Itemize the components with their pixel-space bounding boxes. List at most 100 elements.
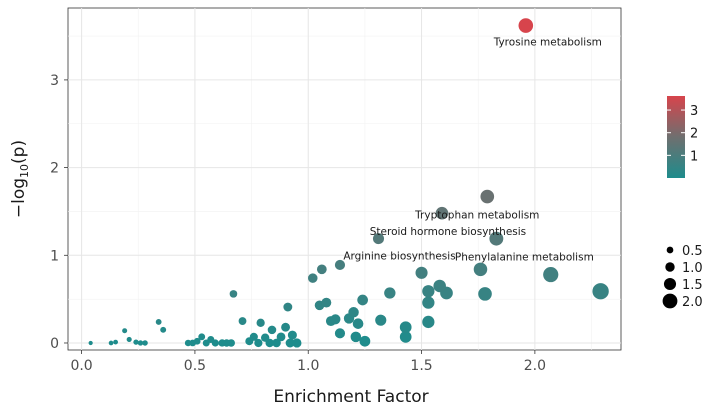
data-point: [283, 302, 293, 312]
size-legend-dot: [662, 293, 678, 309]
data-point: [142, 340, 148, 346]
plot-background: [67, 7, 622, 351]
data-point: [384, 287, 396, 299]
colorbar: [667, 96, 685, 178]
data-point: [272, 338, 281, 348]
data-point-labeled: [518, 18, 534, 33]
data-point: [330, 314, 341, 325]
data-point-labeled: [489, 231, 504, 246]
colorbar-tick-label: 1: [690, 149, 698, 164]
data-point: [88, 340, 93, 346]
colorbar-tick-label: 2: [690, 127, 698, 142]
data-point: [198, 333, 206, 341]
plot-panel: Tyrosine metabolism Tryptophan metabolism…: [67, 7, 622, 351]
point-label: Phenylalanine metabolism: [455, 252, 594, 264]
data-point: [433, 279, 446, 293]
size-legend-label: 1.5: [682, 278, 703, 293]
x-axis-ticks: 0.0 0.5 1.0 1.5 2.0: [70, 350, 546, 374]
size-legend-label: 0.5: [682, 244, 703, 259]
y-axis-title: −log10(p): [9, 140, 31, 218]
y-axis-title-subscript: 10: [18, 164, 31, 178]
data-point: [113, 339, 118, 345]
data-point: [422, 285, 435, 298]
data-point: [126, 336, 132, 343]
data-point: [254, 338, 263, 348]
size-legend-label: 1.0: [682, 261, 703, 276]
data-point: [229, 290, 238, 298]
x-axis-title: Enrichment Factor: [273, 387, 428, 407]
data-point: [256, 318, 265, 327]
size-legend: 0.5 1.0 1.5 2.0: [662, 244, 703, 310]
y-axis-title-tail: (p): [9, 140, 29, 164]
data-point: [334, 328, 346, 339]
data-point: [375, 314, 387, 326]
x-tick-label: 0.0: [70, 358, 92, 374]
data-point: [184, 339, 192, 347]
data-point: [267, 325, 277, 335]
point-label: Tryptophan metabolism: [414, 210, 539, 222]
data-point: [207, 335, 215, 344]
size-legend-dot: [666, 246, 674, 254]
data-point: [422, 296, 435, 309]
point-labels: Tyrosine metabolism Tryptophan metabolism…: [343, 37, 602, 264]
data-point: [238, 317, 247, 325]
data-point: [122, 328, 128, 334]
data-point: [249, 332, 258, 341]
data-point: [227, 339, 235, 347]
data-point: [160, 326, 167, 333]
data-point: [321, 297, 332, 308]
data-point-labeled: [372, 233, 385, 245]
point-label: Steroid hormone biosynthesis: [370, 226, 526, 238]
data-point: [543, 266, 559, 283]
y-tick-label: 3: [50, 73, 59, 89]
data-point: [399, 330, 412, 343]
data-point: [276, 332, 286, 342]
data-point: [359, 335, 371, 347]
data-point: [357, 294, 368, 306]
data-point: [137, 340, 144, 346]
colorbar-tick-label: 3: [690, 104, 698, 119]
point-label: Tyrosine metabolism: [493, 37, 602, 49]
data-point: [422, 315, 435, 329]
data-points: [88, 18, 609, 348]
y-tick-label: 2: [50, 161, 59, 177]
data-point: [350, 331, 362, 343]
data-point: [352, 318, 364, 329]
data-point: [478, 287, 492, 301]
x-tick-label: 2.0: [524, 358, 546, 374]
x-tick-label: 1.5: [410, 358, 432, 374]
x-tick-label: 1.0: [297, 358, 319, 374]
data-point: [415, 266, 428, 279]
data-point-labeled: [435, 206, 449, 220]
point-label: Arginine biosynthesis: [343, 251, 455, 263]
size-legend-dot: [665, 262, 675, 272]
data-point: [334, 259, 346, 271]
grid-lines: [68, 8, 621, 350]
colorbar-ticks: 1 2 3: [667, 104, 698, 164]
data-point: [193, 337, 201, 345]
data-point: [281, 322, 291, 332]
x-tick-label: 0.5: [184, 358, 206, 374]
y-axis-title-main: −log: [9, 178, 29, 218]
data-point: [399, 321, 412, 334]
data-point: [348, 307, 359, 318]
data-point: [592, 283, 609, 300]
data-point: [316, 264, 327, 275]
data-point: [133, 339, 139, 345]
data-point: [285, 338, 295, 348]
data-point: [155, 319, 162, 325]
data-point: [287, 330, 297, 340]
color-scale-legend: 1 2 3: [667, 96, 698, 178]
size-legend-dot: [663, 277, 677, 291]
data-point: [308, 273, 318, 283]
size-legend-label: 2.0: [682, 295, 703, 310]
data-point: [473, 262, 488, 277]
y-tick-label: 0: [50, 336, 59, 352]
data-point-labeled: [480, 189, 495, 204]
y-axis-ticks: 0 1 2 3: [50, 73, 68, 352]
data-point: [292, 338, 302, 348]
data-point: [108, 340, 114, 346]
y-tick-label: 1: [50, 248, 59, 264]
data-point: [260, 333, 270, 342]
